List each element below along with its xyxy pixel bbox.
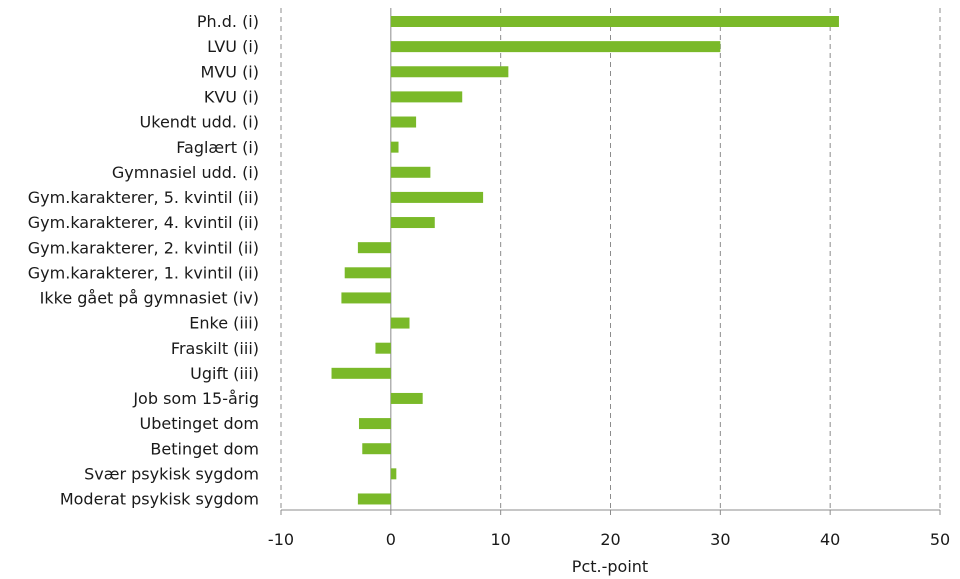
bar xyxy=(357,242,391,254)
x-tick-label: 30 xyxy=(710,530,730,549)
category-label: Ukendt udd. (i) xyxy=(140,113,259,132)
category-label: Gym.karakterer, 2. kvintil (ii) xyxy=(28,238,259,257)
x-tick-label: 50 xyxy=(930,530,950,549)
bars xyxy=(331,16,839,505)
category-label: Ikke gået på gymnasiet (iv) xyxy=(40,289,259,308)
category-label: Svær psykisk sygdom xyxy=(84,464,259,483)
category-label: Faglært (i) xyxy=(176,138,259,157)
category-label: Gym.karakterer, 1. kvintil (ii) xyxy=(28,263,259,282)
bar xyxy=(390,392,423,404)
category-label: Ubetinget dom xyxy=(140,414,259,433)
category-label: Ugift (iii) xyxy=(190,364,259,383)
bar xyxy=(390,191,484,203)
gridlines xyxy=(280,8,941,515)
category-label: Fraskilt (iii) xyxy=(171,339,259,358)
x-tick-label: 10 xyxy=(490,530,510,549)
bar xyxy=(390,217,435,229)
bar xyxy=(390,66,509,78)
category-labels: Ph.d. (i) LVU (i) MVU (i) KVU (i) Ukendt udd… xyxy=(28,12,259,508)
category-label: KVU (i) xyxy=(204,87,259,106)
bar xyxy=(390,468,397,480)
x-axis-title: Pct.-point xyxy=(572,557,648,576)
x-tick-label: 0 xyxy=(386,530,396,549)
category-label: Job som 15-årig xyxy=(132,389,259,408)
bar xyxy=(344,267,391,279)
category-label: MVU (i) xyxy=(201,62,259,81)
category-label: Gymnasiel udd. (i) xyxy=(112,163,259,182)
x-tick-label: 40 xyxy=(820,530,840,549)
bar xyxy=(390,41,721,53)
bar xyxy=(390,141,399,153)
category-label: Enke (iii) xyxy=(189,314,259,333)
category-label: Ph.d. (i) xyxy=(197,12,259,31)
bar xyxy=(390,91,463,103)
bar xyxy=(331,367,391,379)
x-tick-label: 20 xyxy=(600,530,620,549)
bar xyxy=(390,16,839,27)
bar xyxy=(362,443,391,455)
x-tick-label: -10 xyxy=(268,530,294,549)
bar xyxy=(390,317,410,329)
x-tick-labels: -10 0 10 20 30 40 50 xyxy=(268,530,950,549)
bar xyxy=(358,418,391,430)
bar xyxy=(390,166,431,178)
category-label: Gym.karakterer, 5. kvintil (ii) xyxy=(28,188,259,207)
bar xyxy=(390,116,417,128)
category-label: Gym.karakterer, 4. kvintil (ii) xyxy=(28,213,259,232)
bar xyxy=(375,342,391,354)
category-label: Moderat psykisk sygdom xyxy=(60,490,259,509)
bar xyxy=(357,493,391,505)
category-label: Betinget dom xyxy=(150,439,259,458)
category-label: LVU (i) xyxy=(207,37,259,56)
bar xyxy=(341,292,391,304)
